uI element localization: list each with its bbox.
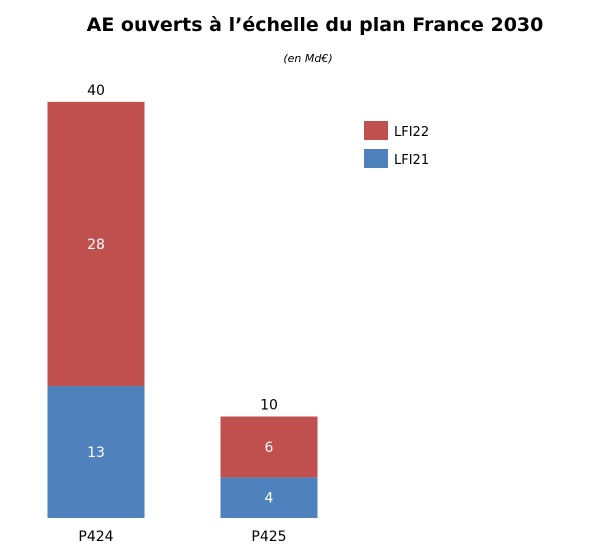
data-label-p424-lfi22: 28 <box>87 237 105 253</box>
data-label-p424-lfi21: 13 <box>87 445 105 461</box>
category-label-p424: P424 <box>78 529 113 545</box>
category-label-p425: P425 <box>251 529 286 545</box>
bar-p424-lfi21 <box>47 386 145 518</box>
bar-p425-lfi22 <box>220 416 318 478</box>
chart-subtitle: (en Md€) <box>283 52 332 65</box>
data-label-p425-lfi21: 4 <box>265 491 274 507</box>
chart-title: AE ouverts à l’échelle du plan France 20… <box>87 14 544 36</box>
bar-p425-lfi21 <box>220 477 318 518</box>
legend-label-lfi21: LFI21 <box>394 153 429 168</box>
total-label-p425: 10 <box>260 398 278 414</box>
legend-label-lfi22: LFI22 <box>394 125 429 140</box>
legend: LFI22 LFI21 <box>364 121 429 168</box>
data-label-p425-lfi22: 6 <box>265 440 274 456</box>
bar-p424-lfi22 <box>47 101 145 387</box>
total-label-p424: 40 <box>87 83 105 99</box>
bars-group: 13 28 40 P424 4 6 10 P425 <box>47 83 318 545</box>
legend-swatch-lfi21 <box>364 149 388 168</box>
legend-swatch-lfi22 <box>364 121 388 140</box>
